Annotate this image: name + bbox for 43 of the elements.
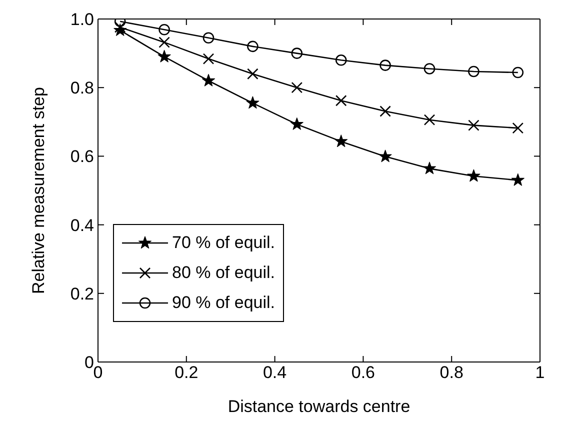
point bbox=[467, 169, 480, 182]
x-tick-label: 0.2 bbox=[174, 363, 198, 382]
point bbox=[380, 60, 391, 71]
point bbox=[291, 82, 303, 94]
legend-label: 70 % of equil. bbox=[172, 233, 276, 253]
x-tick-label: 0.4 bbox=[262, 363, 287, 382]
x-axis-title: Distance towards centre bbox=[228, 397, 410, 416]
legend-label: 90 % of equil. bbox=[172, 293, 276, 313]
point bbox=[114, 22, 126, 33]
y-tick-label: 0.2 bbox=[70, 284, 94, 304]
y-tick-label: 1.0 bbox=[70, 10, 94, 30]
point bbox=[202, 53, 214, 64]
point bbox=[291, 48, 303, 59]
y-tick-label: 0.6 bbox=[70, 147, 94, 166]
point bbox=[468, 120, 480, 131]
x-tick-label: 1 bbox=[535, 363, 545, 382]
y-axis-title: Relative measurement step bbox=[29, 87, 48, 294]
point bbox=[202, 74, 215, 86]
point bbox=[334, 134, 348, 148]
point bbox=[335, 54, 347, 66]
point bbox=[512, 66, 524, 78]
point bbox=[335, 94, 347, 106]
point bbox=[246, 96, 260, 109]
point bbox=[511, 173, 524, 186]
y-tick-label: 0.8 bbox=[70, 78, 94, 98]
point bbox=[512, 122, 524, 134]
point bbox=[247, 68, 258, 80]
point bbox=[158, 50, 171, 62]
point bbox=[290, 118, 304, 130]
point bbox=[202, 32, 214, 44]
x-tick-label: 0.6 bbox=[351, 363, 376, 382]
point bbox=[247, 40, 258, 52]
point bbox=[424, 63, 436, 74]
point bbox=[424, 114, 436, 126]
legend-label: 80 % of equil. bbox=[172, 263, 276, 283]
point bbox=[423, 162, 436, 174]
y-tick-label: 0.4 bbox=[70, 216, 94, 235]
point bbox=[378, 150, 392, 162]
point bbox=[158, 36, 170, 48]
point bbox=[468, 66, 480, 78]
point bbox=[158, 24, 170, 36]
point bbox=[380, 106, 391, 117]
x-tick-label: 0.8 bbox=[440, 363, 464, 382]
